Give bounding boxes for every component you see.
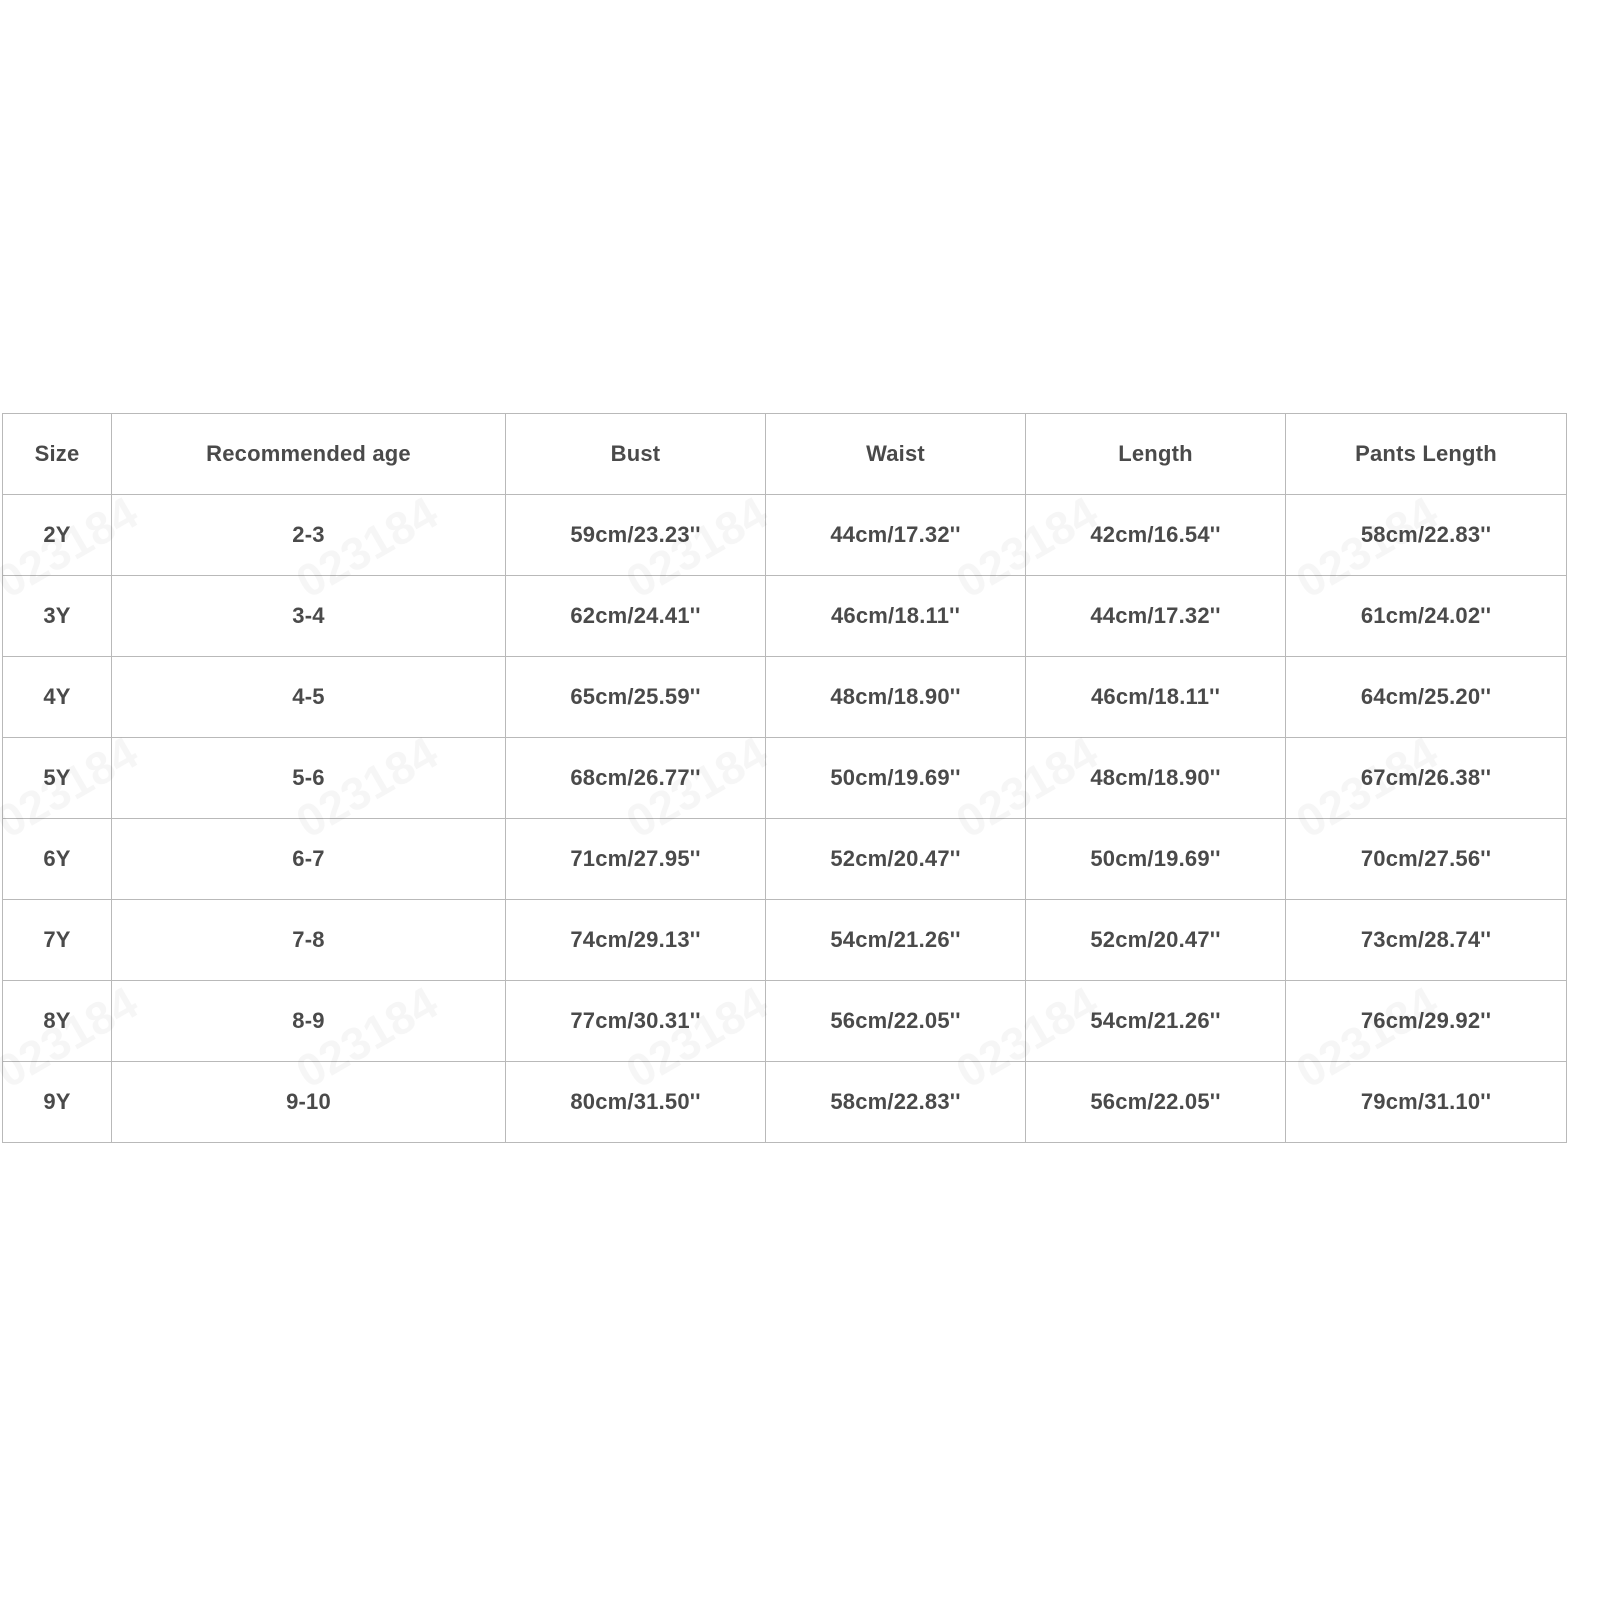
table-row: 2Y 2-3 59cm/23.23'' 44cm/17.32'' 42cm/16.54'…	[2, 494, 1567, 576]
table-cell: 4-5	[111, 656, 506, 738]
table-cell: 54cm/21.26''	[1025, 980, 1286, 1062]
table-cell: 46cm/18.11''	[1025, 656, 1286, 738]
header-cell: Bust	[505, 413, 766, 495]
table-row: 4Y 4-5 65cm/25.59'' 48cm/18.90'' 46cm/18.11'…	[2, 656, 1567, 738]
header-cell: Waist	[765, 413, 1026, 495]
table-cell: 2-3	[111, 494, 506, 576]
table-cell: 52cm/20.47''	[765, 818, 1026, 900]
table-cell: 6Y	[2, 818, 112, 900]
table-cell: 52cm/20.47''	[1025, 899, 1286, 981]
table-cell: 58cm/22.83''	[1285, 494, 1567, 576]
table-cell: 68cm/26.77''	[505, 737, 766, 819]
table-cell: 79cm/31.10''	[1285, 1061, 1567, 1143]
table-cell: 76cm/29.92''	[1285, 980, 1567, 1062]
size-table: Size Recommended age Bust Waist Length Pants …	[2, 413, 1567, 1143]
table-cell: 71cm/27.95''	[505, 818, 766, 900]
table-cell: 67cm/26.38''	[1285, 737, 1567, 819]
table-cell: 7Y	[2, 899, 112, 981]
table-cell: 77cm/30.31''	[505, 980, 766, 1062]
table-row: 7Y 7-8 74cm/29.13'' 54cm/21.26'' 52cm/20.47'…	[2, 899, 1567, 981]
table-row: 8Y 8-9 77cm/30.31'' 56cm/22.05'' 54cm/21.26'…	[2, 980, 1567, 1062]
table-cell: 46cm/18.11''	[765, 575, 1026, 657]
table-cell: 61cm/24.02''	[1285, 575, 1567, 657]
table-cell: 74cm/29.13''	[505, 899, 766, 981]
table-cell: 65cm/25.59''	[505, 656, 766, 738]
table-cell: 48cm/18.90''	[1025, 737, 1286, 819]
header-row: Size Recommended age Bust Waist Length Pants …	[2, 413, 1567, 495]
header-cell: Pants Length	[1285, 413, 1567, 495]
header-cell: Recommended age	[111, 413, 506, 495]
table-row: 6Y 6-7 71cm/27.95'' 52cm/20.47'' 50cm/19.69'…	[2, 818, 1567, 900]
table-cell: 5-6	[111, 737, 506, 819]
table-cell: 70cm/27.56''	[1285, 818, 1567, 900]
table-cell: 44cm/17.32''	[765, 494, 1026, 576]
table-row: 9Y 9-10 80cm/31.50'' 58cm/22.83'' 56cm/22.05…	[2, 1061, 1567, 1143]
table-cell: 58cm/22.83''	[765, 1061, 1026, 1143]
table-cell: 59cm/23.23''	[505, 494, 766, 576]
table-cell: 2Y	[2, 494, 112, 576]
table-cell: 54cm/21.26''	[765, 899, 1026, 981]
table-cell: 3-4	[111, 575, 506, 657]
table-cell: 48cm/18.90''	[765, 656, 1026, 738]
table-cell: 7-8	[111, 899, 506, 981]
table-cell: 9-10	[111, 1061, 506, 1143]
table-cell: 6-7	[111, 818, 506, 900]
table-cell: 3Y	[2, 575, 112, 657]
table-cell: 8Y	[2, 980, 112, 1062]
table-cell: 80cm/31.50''	[505, 1061, 766, 1143]
table-row: 3Y 3-4 62cm/24.41'' 46cm/18.11'' 44cm/17.32'…	[2, 575, 1567, 657]
table-cell: 62cm/24.41''	[505, 575, 766, 657]
table-row: 5Y 5-6 68cm/26.77'' 50cm/19.69'' 48cm/18.90'…	[2, 737, 1567, 819]
table-cell: 9Y	[2, 1061, 112, 1143]
header-cell: Length	[1025, 413, 1286, 495]
size-table-wrapper: Size Recommended age Bust Waist Length Pants …	[2, 413, 1567, 1143]
table-cell: 50cm/19.69''	[765, 737, 1026, 819]
table-cell: 44cm/17.32''	[1025, 575, 1286, 657]
table-cell: 73cm/28.74''	[1285, 899, 1567, 981]
table-cell: 64cm/25.20''	[1285, 656, 1567, 738]
table-cell: 50cm/19.69''	[1025, 818, 1286, 900]
table-cell: 56cm/22.05''	[765, 980, 1026, 1062]
header-cell: Size	[2, 413, 112, 495]
table-cell: 56cm/22.05''	[1025, 1061, 1286, 1143]
table-cell: 5Y	[2, 737, 112, 819]
table-cell: 42cm/16.54''	[1025, 494, 1286, 576]
table-cell: 4Y	[2, 656, 112, 738]
table-cell: 8-9	[111, 980, 506, 1062]
